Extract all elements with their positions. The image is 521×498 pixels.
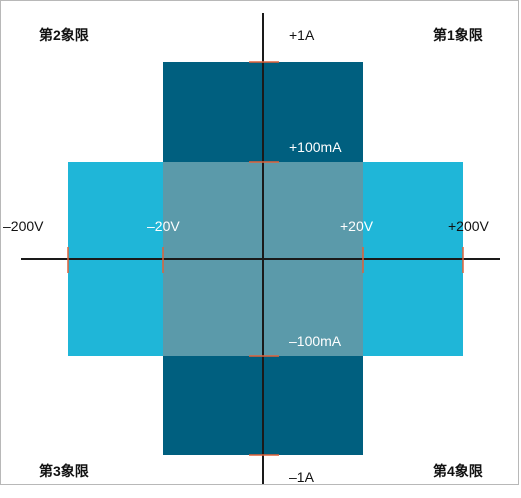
- quadrant-diagram: 第2象限 第1象限 第3象限 第4象限 +1A +100mA –100mA –1…: [0, 0, 519, 485]
- voltage-label-plus-20v: +20V: [340, 218, 374, 234]
- quadrant-3-label: 第3象限: [39, 463, 89, 479]
- voltage-label-minus-200v: –200V: [3, 218, 44, 234]
- voltage-label-plus-200v: +200V: [448, 218, 489, 234]
- operating-region-graphic: [21, 13, 500, 484]
- quadrant-2-label: 第2象限: [39, 27, 89, 43]
- quadrant-1-label: 第1象限: [433, 27, 483, 43]
- current-label-minus-1a: –1A: [289, 469, 314, 485]
- current-label-minus-100ma: –100mA: [289, 333, 342, 349]
- voltage-label-minus-20v: –20V: [147, 218, 180, 234]
- current-label-plus-100ma: +100mA: [289, 139, 342, 155]
- quadrant-4-label: 第4象限: [433, 463, 483, 479]
- current-label-plus-1a: +1A: [289, 27, 315, 43]
